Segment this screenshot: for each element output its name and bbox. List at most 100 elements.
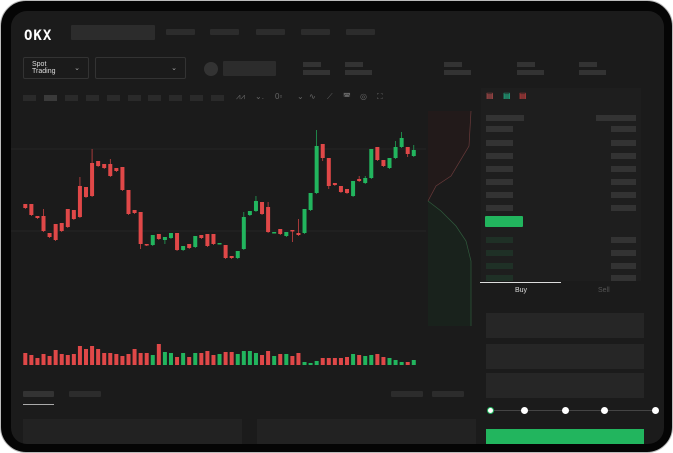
settings-icon[interactable]: ◎: [360, 92, 367, 101]
fullscreen-icon[interactable]: ⛶: [377, 92, 383, 101]
order-book-price[interactable]: [486, 126, 513, 132]
volume-bar: [41, 354, 46, 365]
volume-bar: [77, 346, 82, 365]
timeframe-button[interactable]: [107, 95, 120, 101]
volume-bar: [96, 349, 101, 365]
volume-bar: [363, 356, 368, 365]
volume-bar: [175, 357, 180, 365]
nav-item[interactable]: [256, 29, 285, 35]
candle: [235, 251, 240, 258]
stat-label: [579, 62, 597, 67]
timeframe-button[interactable]: [44, 95, 57, 101]
timeframe-button[interactable]: [128, 95, 141, 101]
indicator-icon[interactable]: 0▫: [275, 92, 283, 101]
candle: [211, 234, 216, 244]
slider-stop-100[interactable]: [652, 407, 659, 414]
volume-bar: [53, 350, 58, 365]
candle: [345, 189, 350, 193]
volume-bar: [211, 355, 216, 365]
timeframe-button[interactable]: [211, 95, 224, 101]
order-book-price[interactable]: [486, 237, 513, 243]
volume-bar: [150, 355, 155, 365]
total-input[interactable]: [486, 373, 644, 398]
timeframe-button[interactable]: [190, 95, 203, 101]
slider-track[interactable]: [491, 410, 656, 411]
book-bids-icon[interactable]: ▤: [503, 91, 511, 100]
nav-item[interactable]: [166, 29, 195, 35]
pair-price: [223, 61, 276, 76]
book-both-icon[interactable]: ▤: [486, 91, 494, 100]
filter-button[interactable]: [432, 391, 464, 397]
header-amount: [596, 115, 636, 121]
nav-item[interactable]: [301, 29, 330, 35]
volume-bar: [90, 346, 95, 365]
slider-stop-75[interactable]: [601, 407, 608, 414]
volume-bar: [235, 354, 240, 365]
market-type-select[interactable]: Spot Trading ⌄: [23, 57, 89, 79]
sell-tab[interactable]: Sell: [598, 287, 610, 294]
tab-open-orders[interactable]: [23, 391, 54, 397]
amount-input[interactable]: [486, 344, 644, 369]
line-icon[interactable]: ∿: [309, 92, 316, 101]
volume-bar: [108, 353, 113, 365]
tab-history[interactable]: [69, 391, 101, 397]
timeframe-button[interactable]: [65, 95, 78, 101]
filter-button[interactable]: [391, 391, 423, 397]
order-book-amount: [611, 166, 636, 172]
order-book-price[interactable]: [486, 192, 513, 198]
nav-item[interactable]: [210, 29, 239, 35]
candle: [338, 186, 343, 192]
pair-select[interactable]: ⌄: [95, 57, 186, 79]
search-bar[interactable]: [71, 25, 155, 40]
ruler-icon[interactable]: ⟋: [327, 92, 333, 101]
buy-button[interactable]: [486, 429, 644, 444]
order-book-price[interactable]: [486, 153, 513, 159]
candle: [290, 230, 295, 232]
candle: [241, 217, 246, 249]
candlestick-chart[interactable]: [11, 101, 481, 391]
order-book-price[interactable]: [486, 250, 513, 256]
chevron-down-icon[interactable]: ⌄: [297, 92, 304, 101]
order-book-price[interactable]: [486, 205, 513, 211]
candle: [375, 147, 380, 160]
stat-label: [345, 62, 363, 67]
order-book-price[interactable]: [486, 140, 513, 146]
header-price: [486, 115, 524, 121]
volume-bar: [308, 363, 313, 365]
buy-tab[interactable]: Buy: [515, 287, 528, 294]
stat-label: [303, 62, 321, 67]
volume-bar: [229, 352, 234, 365]
order-book-price[interactable]: [486, 263, 513, 269]
volume-bar: [247, 351, 252, 365]
timeframe-button[interactable]: [86, 95, 99, 101]
candle: [150, 235, 155, 245]
book-asks-icon[interactable]: ▤: [519, 91, 527, 100]
timeframe-button[interactable]: [23, 95, 36, 101]
price-input[interactable]: [486, 313, 644, 338]
order-book-amount: [611, 263, 636, 269]
indicator-icon[interactable]: ⌄.: [255, 92, 264, 101]
order-book-price[interactable]: [486, 275, 513, 281]
volume-bar: [84, 349, 88, 365]
candle: [363, 178, 368, 183]
volume-bar: [205, 351, 210, 365]
order-book-price[interactable]: [486, 166, 513, 172]
volume-bar: [302, 362, 307, 365]
slider-stop-25[interactable]: [521, 407, 528, 414]
candle: [229, 256, 234, 258]
candle: [284, 232, 289, 236]
timeframe-button[interactable]: [148, 95, 161, 101]
candle: [162, 237, 167, 240]
slider-stop-50[interactable]: [562, 407, 569, 414]
candle: [29, 204, 34, 215]
candle: [90, 163, 95, 196]
nav-item[interactable]: [346, 29, 375, 35]
indicator-icon[interactable]: ⩘⩘: [236, 92, 246, 101]
slider-handle[interactable]: [487, 407, 494, 414]
volume-bar: [405, 362, 410, 365]
candle: [65, 209, 70, 227]
candle: [393, 147, 398, 158]
order-book-price[interactable]: [486, 179, 513, 185]
camera-icon[interactable]: ◚: [343, 92, 351, 101]
timeframe-button[interactable]: [169, 95, 182, 101]
